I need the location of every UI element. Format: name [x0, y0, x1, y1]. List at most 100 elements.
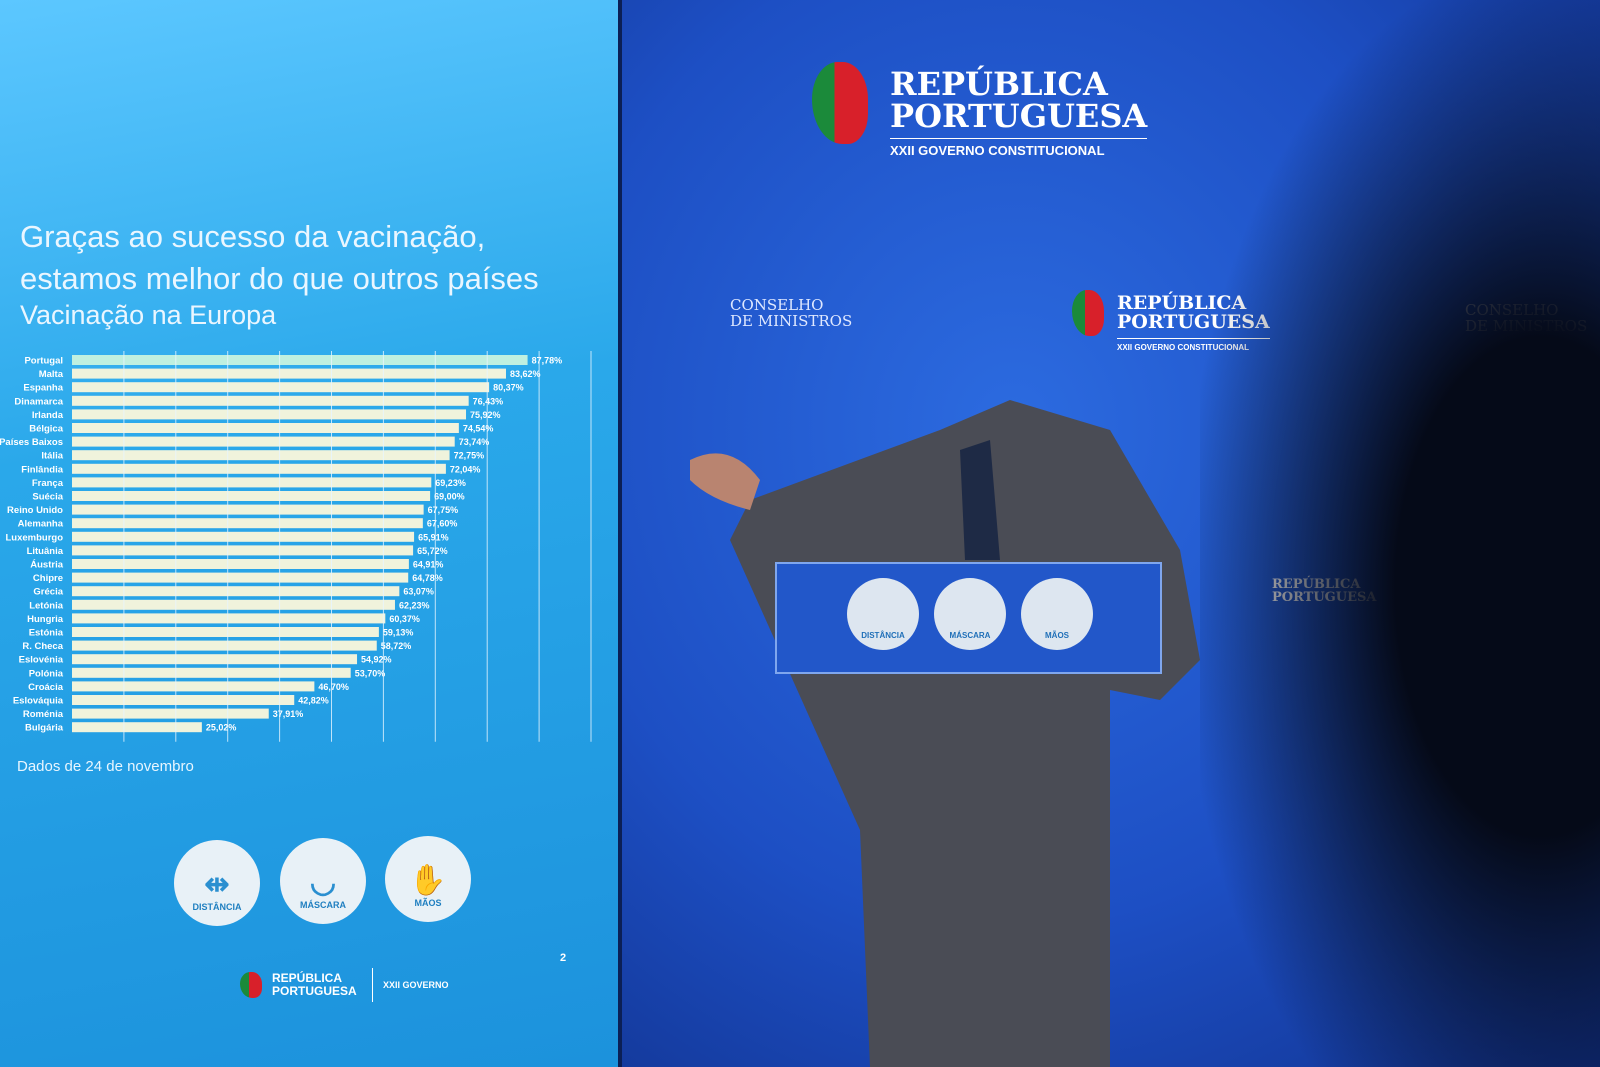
category-label: Suécia	[32, 492, 63, 503]
bar	[72, 627, 379, 637]
data-label: 72,75%	[454, 451, 485, 461]
badge-label: MÁSCARA	[300, 900, 346, 910]
data-label: 67,75%	[428, 505, 459, 515]
bar	[72, 613, 386, 624]
bar	[72, 722, 202, 733]
bar	[72, 681, 315, 692]
data-label: 63,07%	[403, 587, 434, 597]
slide-footer: REPÚBLICA PORTUGUESA XXII GOVERNO	[240, 968, 449, 1002]
data-label: 69,00%	[434, 492, 465, 502]
government-label: XXII GOVERNO CONSTITUCIONAL	[1117, 338, 1270, 352]
hand-wash-icon: ✋	[409, 864, 447, 897]
category-label: Reino Unido	[7, 505, 63, 516]
bar	[72, 436, 455, 447]
category-label: Portugal	[24, 356, 63, 367]
foreground-blur	[1200, 0, 1600, 1067]
data-label: 69,23%	[435, 478, 466, 488]
divider	[372, 968, 373, 1002]
category-label: Roménia	[23, 709, 64, 720]
bar	[72, 504, 424, 515]
bar	[72, 463, 446, 474]
category-label: França	[32, 478, 64, 489]
distance-badge: ⇹ DISTÂNCIA	[174, 840, 260, 926]
speaker	[690, 400, 1200, 1067]
data-label: 54,92%	[361, 655, 392, 665]
category-label: Grécia	[33, 587, 63, 598]
council-line: DE MINISTROS	[730, 312, 853, 330]
data-label: 64,91%	[413, 560, 444, 570]
category-label: Croácia	[28, 682, 64, 693]
bar	[72, 545, 414, 556]
government-logo-icon	[1072, 290, 1104, 336]
hands-badge: ✋ MÃOS	[385, 836, 471, 922]
page-number: 2	[560, 952, 567, 964]
data-label: 59,13%	[383, 628, 414, 638]
bar	[72, 640, 377, 651]
category-label: Eslovénia	[19, 655, 64, 666]
bar	[72, 654, 358, 665]
bar	[72, 559, 409, 569]
data-label: 76,43%	[473, 396, 504, 406]
data-label: 58,72%	[381, 641, 412, 651]
badge-label: DISTÂNCIA	[861, 631, 905, 640]
data-label: 67,60%	[427, 519, 458, 529]
data-label: 42,82%	[298, 696, 329, 706]
brand-line: REPÚBLICA	[890, 65, 1108, 103]
podium-hands-badge: MÃOS	[1021, 578, 1093, 650]
bar	[72, 531, 415, 542]
bar	[72, 355, 528, 365]
vaccination-bar-chart: Portugal 87,78% Malta 83,62% Espanha 80,37% Di…	[0, 351, 592, 742]
bar	[72, 599, 395, 610]
data-label: 25,02%	[206, 723, 237, 733]
category-label: Itália	[41, 451, 63, 462]
category-label: Eslováquia	[13, 696, 64, 707]
brand-line: PORTUGUESA	[890, 97, 1148, 135]
bar	[72, 395, 469, 406]
data-label: 65,72%	[417, 546, 448, 556]
podium: DISTÂNCIA MÁSCARA MÃOS	[775, 562, 1162, 674]
data-label: 80,37%	[493, 383, 524, 393]
category-label: Estónia	[29, 628, 64, 639]
data-label: 53,70%	[355, 668, 386, 678]
mask-badge: ◡ MÁSCARA	[280, 838, 366, 924]
category-label: R. Checa	[22, 641, 63, 652]
government-logo-icon	[240, 972, 262, 998]
podium-mask-badge: MÁSCARA	[934, 578, 1006, 650]
category-label: Bulgária	[25, 723, 64, 734]
badge-label: MÁSCARA	[949, 631, 991, 640]
category-label: Malta	[39, 369, 64, 380]
bar	[72, 450, 450, 461]
bar	[72, 667, 351, 678]
data-label: 83,62%	[510, 369, 541, 379]
bar	[72, 572, 409, 583]
government-label: XXII GOVERNO CONSTITUCIONAL	[890, 138, 1148, 157]
bar	[72, 708, 269, 719]
bar	[72, 368, 506, 379]
badge-label: DISTÂNCIA	[192, 902, 242, 912]
badge-label: MÃOS	[1045, 631, 1069, 640]
data-label: 75,92%	[470, 410, 501, 420]
data-label: 60,37%	[389, 614, 420, 624]
bar	[72, 518, 423, 529]
podium-distance-badge: DISTÂNCIA	[847, 578, 919, 650]
footer-government: XXII GOVERNO	[383, 980, 449, 990]
category-label: Bélgica	[29, 424, 64, 435]
data-label: 65,91%	[418, 532, 449, 542]
data-label: 62,23%	[399, 600, 430, 610]
category-label: Dinamarca	[14, 396, 63, 407]
category-label: Polónia	[29, 668, 64, 679]
mask-icon: ◡	[309, 866, 337, 899]
bar	[72, 382, 490, 393]
category-label: Alemanha	[18, 519, 64, 530]
data-label: 73,74%	[459, 437, 490, 447]
backdrop-brand-main: REPÚBLICA PORTUGUESA XXII GOVERNO CONSTIT…	[890, 65, 1148, 157]
distance-icon: ⇹	[204, 868, 230, 901]
data-label: 64,78%	[412, 573, 443, 583]
presentation-slide: Graças ao sucesso da vacinação, estamos …	[0, 0, 622, 1067]
category-label: Luxemburgo	[5, 532, 63, 543]
category-label: Finlândia	[21, 464, 63, 475]
data-source-note: Dados de 24 de novembro	[17, 758, 194, 775]
bar	[72, 491, 431, 501]
data-label: 72,04%	[450, 464, 481, 474]
